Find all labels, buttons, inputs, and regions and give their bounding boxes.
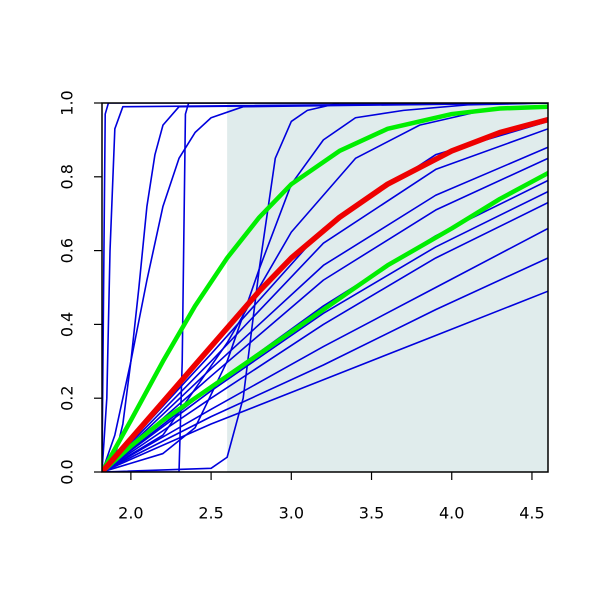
series-line [102,104,548,472]
plot-box [101,102,549,473]
series-line [102,128,548,472]
series-line [102,116,548,472]
series-line [102,257,548,472]
series-line [102,103,548,472]
series-line [102,290,548,472]
x-tick-label: 2.0 [118,504,143,523]
y-tick-label: 1.0 [58,90,77,115]
y-tick-label: 0.4 [58,312,77,337]
y-tick-label: 0.2 [58,385,77,410]
x-tick-label: 4.0 [439,504,464,523]
series-line [102,103,548,472]
x-tick-label: 3.0 [279,504,304,523]
series-line [102,201,548,472]
series-line [102,103,548,472]
y-tick-label: 0.8 [58,164,77,189]
y-tick-label: 0.0 [58,459,77,484]
x-tick-label: 2.5 [198,504,223,523]
series-line [102,227,548,472]
series-line [102,157,548,472]
y-tick-label: 0.6 [58,238,77,263]
plot-area [102,103,548,472]
x-tick-label: 3.5 [359,504,384,523]
series-line [102,190,548,472]
axes: 2.0 2.5 3.0 3.5 4.0 4.5 0.0 0.2 0.4 0.6 0.8 1.0 [58,90,545,522]
series-line [102,103,548,472]
x-tick-label: 4.5 [519,504,544,523]
series-line [102,146,548,472]
series-line [102,170,548,472]
